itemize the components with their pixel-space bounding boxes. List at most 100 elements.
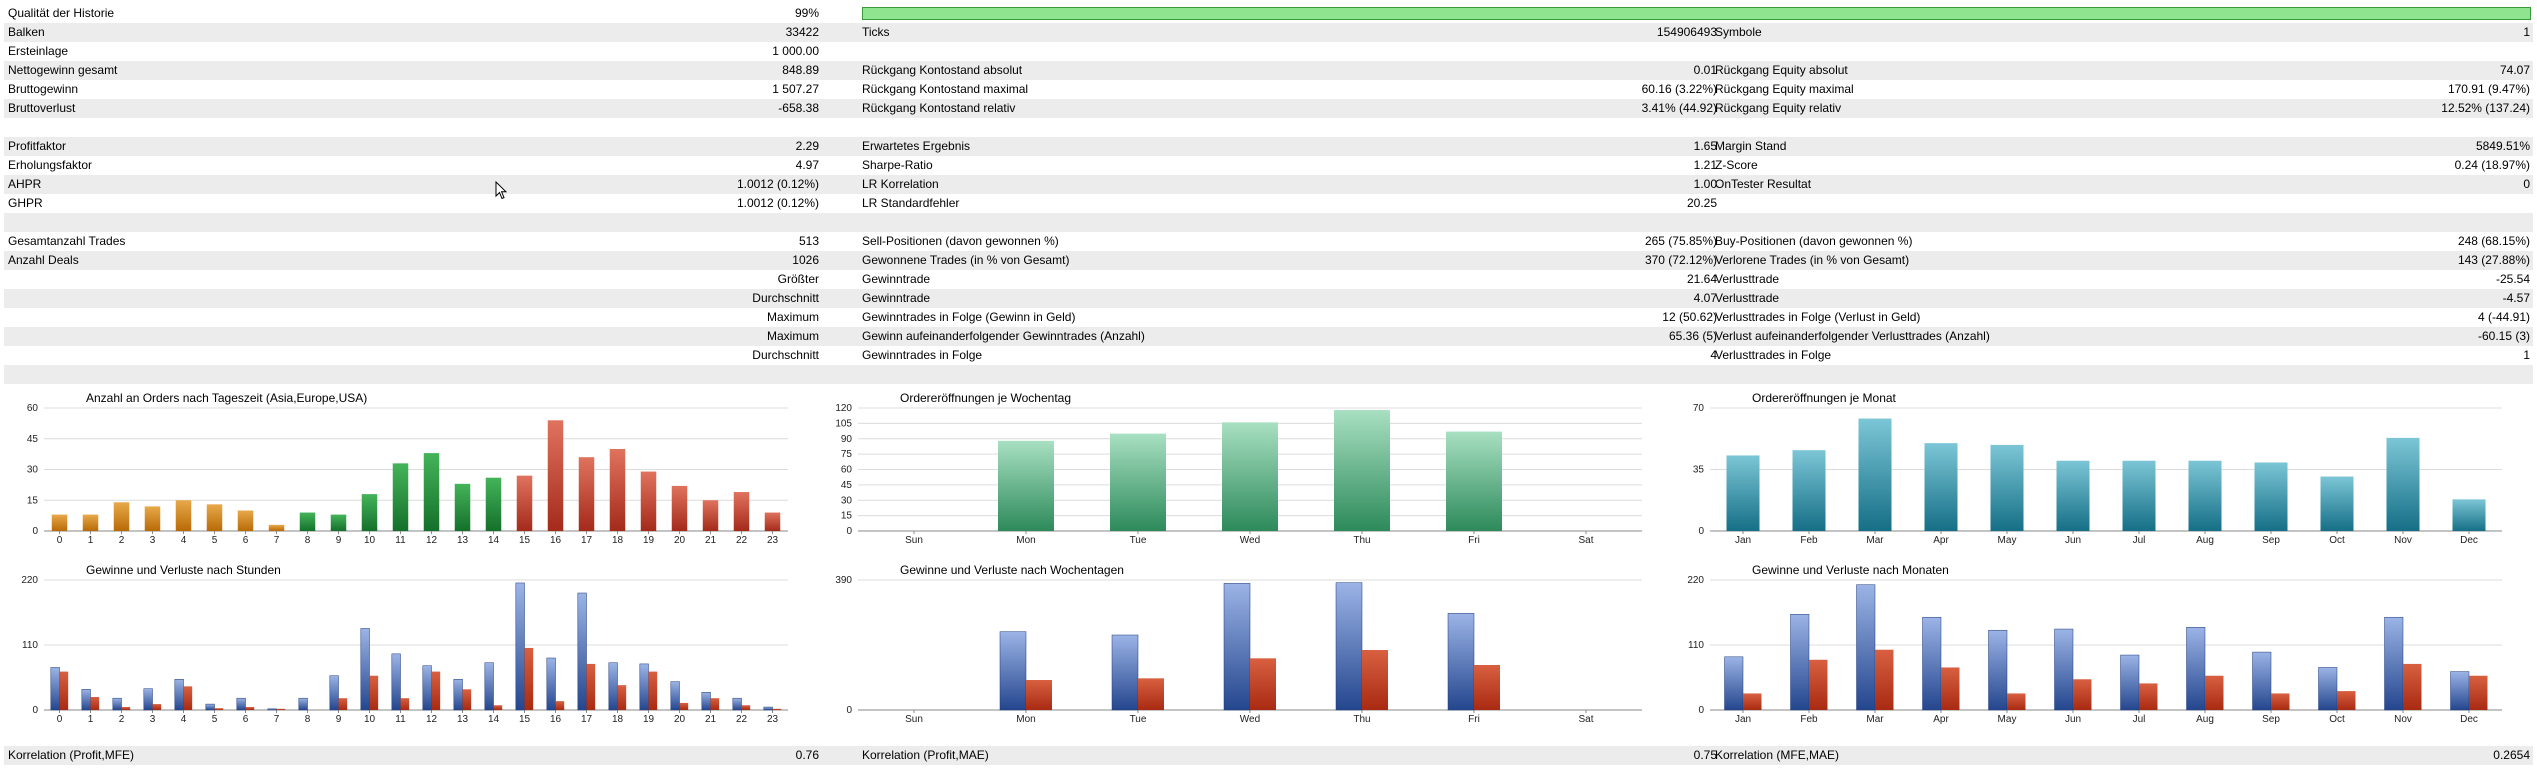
x-tick-label: Mar [1866, 535, 1884, 546]
stat-label: LR Standardfehler [862, 196, 960, 210]
x-tick-label: 12 [426, 714, 438, 725]
profit-bar [329, 675, 339, 711]
stat-label: GHPR [8, 196, 43, 210]
x-tick-label: 10 [364, 714, 376, 725]
bar [1990, 444, 2024, 531]
loss-bar [338, 698, 348, 710]
y-tick-label: 35 [1693, 465, 1705, 476]
y-tick-label: 105 [835, 418, 852, 429]
pl-by-month-chart: Gewinne und Verluste nach Monaten 0 110 22… [1687, 563, 2510, 726]
x-tick-label: 18 [612, 714, 624, 725]
x-tick-label: 6 [243, 535, 249, 546]
x-tick-label: 0 [57, 714, 63, 725]
loss-bar [2469, 675, 2488, 710]
profit-bar [360, 628, 370, 711]
x-tick-label: Sat [1578, 535, 1593, 546]
bar [1858, 418, 1892, 531]
bar [392, 463, 409, 531]
x-tick-label: 22 [736, 535, 748, 546]
pl-by-weekday-chart: Gewinne und Verluste nach Wochentagen 0 3… [835, 563, 1650, 726]
stat-label: Symbole [1715, 25, 1762, 39]
x-tick-label: 1 [88, 714, 94, 725]
stats-row: Profitfaktor 2.29 Erwartetes Ergebnis 1.65 M… [4, 137, 2533, 156]
stat-label: Margin Stand [1715, 139, 1787, 153]
x-tick-label: 21 [705, 714, 717, 725]
bar [82, 514, 99, 531]
stat-value: Größter [777, 272, 819, 286]
stat-label: Rückgang Equity absolut [1715, 63, 1848, 77]
stat-value: 4 [1710, 348, 1717, 362]
stats-row: Gesamtanzahl Trades 513 Sell-Positionen (d… [4, 232, 2533, 251]
x-tick-label: 13 [457, 535, 469, 546]
stats-row: Durchschnitt Gewinntrade 4.07 Verlusttrade -… [4, 289, 2533, 308]
stat-label: Erholungsfaktor [8, 158, 93, 172]
stat-value: 65.36 (5) [1668, 329, 1717, 343]
stats-row: Bruttogewinn 1 507.27 Rückgang Kontostand … [4, 80, 2533, 99]
stat-label: Gewinntrade [862, 272, 931, 286]
x-tick-label: 8 [305, 714, 311, 725]
x-tick-label: May [1998, 714, 2017, 725]
stat-value: 848.89 [782, 63, 819, 77]
x-tick-label: Jul [2133, 535, 2146, 546]
profit-bar [50, 667, 60, 711]
stat-value [1204, 213, 1717, 232]
stat-value: 0.01 [1693, 63, 1717, 77]
x-tick-label: 19 [643, 535, 655, 546]
stat-value: 1 [2523, 348, 2530, 362]
bar [998, 440, 1054, 531]
orders-by-month-chart: Ordereröffnungen je Monat 0 35 70 Jan Feb Mar… [1693, 391, 2510, 547]
x-tick-label: 15 [519, 714, 531, 725]
stat-value [534, 365, 819, 384]
profit-bar [1790, 614, 1810, 711]
y-tick-label: 390 [835, 575, 852, 586]
stat-label: Rückgang Equity relativ [1715, 101, 1842, 115]
y-tick-label: 0 [1698, 526, 1704, 537]
stat-value: 1.0012 (0.12%) [736, 177, 819, 191]
stat-value: 12 (50.62) [1662, 310, 1717, 324]
stat-value: 3.41% (44.92) [1641, 101, 1717, 115]
y-tick-label: 0 [846, 705, 852, 716]
stat-label: Gewinntrades in Folge (Gewinn in Geld) [862, 310, 1076, 324]
loss-bar [1474, 665, 1500, 710]
stat-value: 1 [2523, 25, 2530, 39]
stats-row: Balken 33422 Ticks 154906493 Symbole 1 [4, 23, 2533, 42]
x-tick-label: 18 [612, 535, 624, 546]
loss-bar [276, 708, 286, 710]
stat-value: 4.97 [795, 158, 819, 172]
stat-value: 20.25 [1686, 196, 1717, 210]
stat-value: -4.57 [2502, 291, 2530, 305]
bar [671, 485, 688, 531]
x-tick-label: 9 [336, 714, 342, 725]
orders-by-weekday-chart: Ordereröffnungen je Wochentag 0 15 30 45 60 7… [835, 391, 1650, 547]
stat-value: -25.54 [2495, 272, 2530, 286]
stats-row: Ersteinlage 1 000.00 [4, 42, 2533, 61]
stat-value: 60.16 (3.22%) [1641, 82, 1717, 96]
bar [1792, 450, 1826, 531]
profit-bar [2054, 628, 2074, 711]
quality-label: Qualität der Historie [8, 6, 115, 20]
y-tick-label: 110 [1688, 640, 1704, 651]
bar [2056, 460, 2090, 531]
profit-bar [391, 653, 401, 711]
x-tick-label: Tue [1130, 535, 1147, 546]
x-tick-label: 13 [457, 714, 469, 725]
profit-bar [267, 708, 277, 711]
x-tick-label: 9 [336, 535, 342, 546]
loss-bar [586, 663, 596, 710]
stat-label [8, 308, 208, 327]
x-tick-label: 20 [674, 714, 686, 725]
profit-bar [1856, 584, 1876, 711]
loss-bar [214, 708, 224, 710]
stats-row [4, 118, 2533, 137]
x-tick-label: 4 [181, 535, 187, 546]
x-tick-label: Feb [1800, 535, 1818, 546]
bar [113, 502, 130, 531]
x-tick-label: 21 [705, 535, 717, 546]
corr-profit-mae-value: 0.75 [1693, 748, 1717, 762]
stat-label [8, 118, 208, 137]
profit-bar [453, 679, 463, 711]
stats-rows: Balken 33422 Ticks 154906493 Symbole 1 Erstein… [4, 23, 2535, 384]
stat-label: AHPR [8, 177, 42, 191]
bar [1222, 422, 1278, 531]
